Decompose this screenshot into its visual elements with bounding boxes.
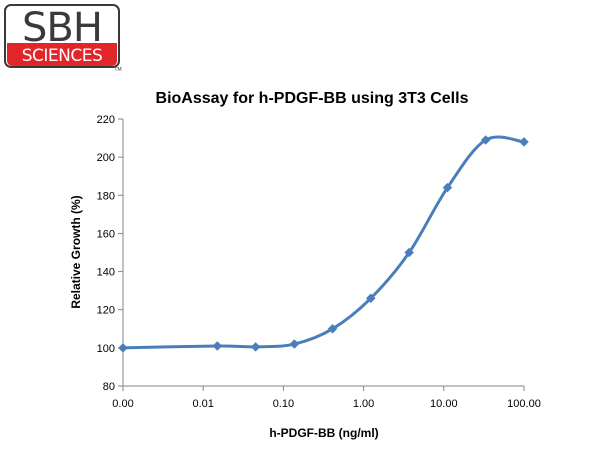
y-tick-label: 180 (97, 190, 115, 202)
series-layer (118, 135, 529, 353)
y-tick-label: 140 (97, 267, 115, 279)
data-point-marker (519, 137, 529, 147)
data-point-marker (404, 247, 415, 258)
y-axis-ticks: 80 100 120 140 160 180 200 220 (97, 114, 123, 393)
x-tick-label: 10.00 (430, 398, 458, 410)
data-point-marker (365, 293, 376, 304)
y-axis-title: Relative Growth (%) (69, 195, 83, 308)
sbh-sciences-logo: SBH SCIENCES TM (4, 4, 122, 73)
x-axis-ticks: 0.00 0.01 0.10 1.00 10.00 100.00 (112, 386, 541, 410)
series-line (122, 135, 525, 350)
logo-trademark: TM (113, 67, 121, 73)
data-point-marker (327, 323, 338, 334)
x-tick-label: 0.01 (192, 398, 213, 410)
y-tick-label: 100 (97, 343, 115, 355)
y-tick-label: 80 (103, 381, 115, 393)
data-point-marker (480, 135, 491, 145)
data-point-marker (250, 342, 261, 352)
y-tick-label: 200 (97, 152, 115, 164)
x-tick-label: 100.00 (507, 398, 541, 410)
chart-title: BioAssay for h-PDGF-BB using 3T3 Cells (156, 90, 469, 107)
x-tick-label: 0.00 (112, 398, 133, 410)
logo-text-sciences: SCIENCES (22, 46, 103, 66)
x-tick-label: 0.10 (273, 398, 294, 410)
data-point-marker (212, 341, 223, 351)
x-axis-title: h-PDGF-BB (ng/ml) (269, 426, 378, 440)
data-point-marker (289, 339, 300, 349)
y-tick-label: 120 (97, 305, 115, 317)
x-tick-label: 1.00 (353, 398, 374, 410)
logo-red-band (7, 43, 117, 66)
y-tick-label: 220 (97, 114, 115, 126)
data-point-marker (118, 343, 128, 353)
y-tick-label: 160 (97, 228, 115, 240)
data-point-marker (442, 182, 453, 193)
